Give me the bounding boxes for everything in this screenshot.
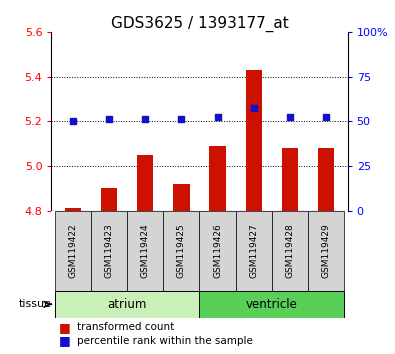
Text: ■: ■ — [59, 321, 71, 334]
Text: ■: ■ — [59, 334, 71, 347]
Bar — [91, 211, 127, 291]
Text: transformed count: transformed count — [77, 322, 174, 332]
Point — [142, 116, 149, 122]
Bar — [282, 148, 298, 211]
Bar — [101, 188, 117, 211]
Text: GSM119423: GSM119423 — [105, 223, 114, 278]
Text: atrium: atrium — [107, 298, 147, 311]
Point — [70, 118, 76, 124]
Bar — [55, 211, 91, 291]
Text: GSM119428: GSM119428 — [285, 223, 294, 278]
Bar — [246, 70, 262, 211]
Bar — [127, 211, 164, 291]
Text: GSM119424: GSM119424 — [141, 223, 150, 278]
Point — [250, 105, 257, 110]
Text: GSM119426: GSM119426 — [213, 223, 222, 278]
Bar — [173, 184, 190, 211]
Point — [214, 114, 221, 120]
Text: percentile rank within the sample: percentile rank within the sample — [77, 336, 253, 346]
Bar — [272, 211, 308, 291]
Text: GSM119422: GSM119422 — [68, 223, 77, 278]
Text: GSM119427: GSM119427 — [249, 223, 258, 278]
Point — [287, 114, 293, 120]
Bar — [199, 291, 344, 318]
Bar — [308, 211, 344, 291]
Bar — [65, 208, 81, 211]
Point — [106, 116, 112, 122]
Text: tissue: tissue — [19, 299, 52, 309]
Point — [178, 116, 184, 122]
Text: GSM119425: GSM119425 — [177, 223, 186, 278]
Bar — [137, 155, 153, 211]
Text: ventricle: ventricle — [246, 298, 298, 311]
Bar — [209, 146, 226, 211]
Point — [323, 114, 329, 120]
Bar — [318, 148, 334, 211]
Title: GDS3625 / 1393177_at: GDS3625 / 1393177_at — [111, 16, 288, 32]
Bar — [199, 211, 235, 291]
Bar — [235, 211, 272, 291]
Text: GSM119429: GSM119429 — [322, 223, 331, 278]
Bar — [55, 291, 199, 318]
Bar — [164, 211, 199, 291]
